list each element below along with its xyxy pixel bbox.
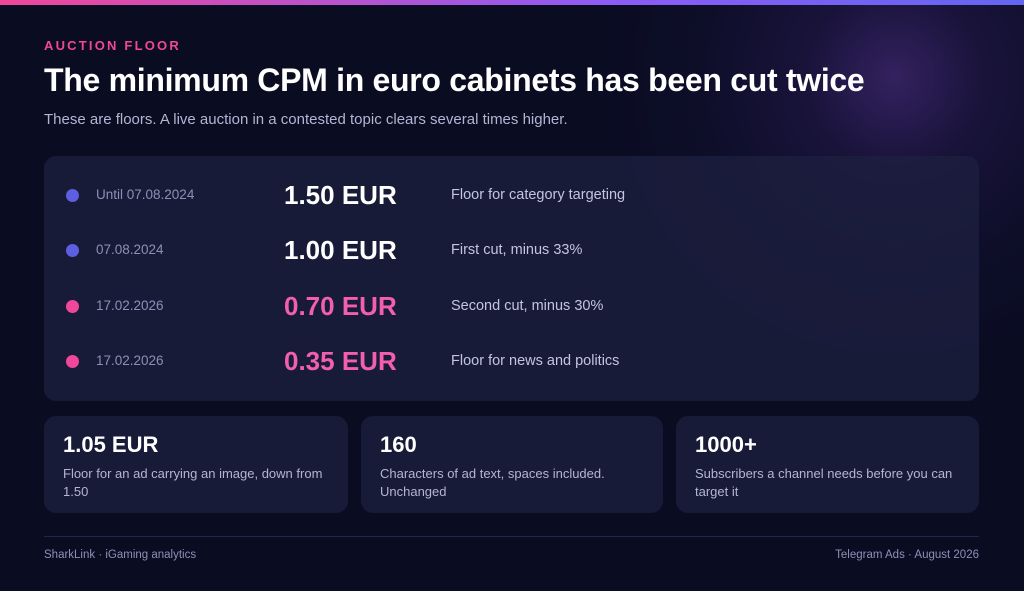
accent-bar [0,0,1024,5]
row-note: Second cut, minus 30% [451,297,604,314]
row-date: 07.08.2024 [96,242,164,258]
row-price: 1.50 EUR [284,180,397,210]
timeline-row: 17.02.2026 0.35 EUR Floor for news and pol… [44,341,979,381]
stat-card: 1000+ Subscribers a channel needs before … [676,416,979,513]
status-dot [66,299,79,313]
stat-card: 160 Characters of ad text, spaces include… [361,416,663,513]
divider [44,536,979,537]
stat-value: 1.05 EUR [63,432,159,457]
row-price: 0.35 EUR [284,345,397,376]
title: The minimum CPM in euro cabinets has bee… [44,62,865,98]
stat-value: 1000+ [695,432,757,457]
timeline-row: 07.08.2024 1.00 EUR First cut, minus 33% [44,230,979,270]
timeline-row: Until 07.08.2024 1.50 EUR Floor for catego… [44,175,979,215]
stat-card: 1.05 EUR Floor for an ad carrying an imag… [44,416,348,513]
subtitle: These are floors. A live auction in a co… [44,111,568,128]
row-note: First cut, minus 33% [451,242,583,259]
stat-label: Characters of ad text, spaces included. … [380,466,605,499]
timeline-panel: Until 07.08.2024 1.50 EUR Floor for catego… [44,156,979,401]
row-note: Floor for category targeting [451,187,626,203]
footer-right: Telegram Ads · August 2026 [835,549,979,561]
eyebrow: AUCTION FLOOR [44,38,181,53]
status-dot [66,189,79,202]
row-date: 17.02.2026 [96,297,164,313]
row-date: Until 07.08.2024 [96,187,195,202]
status-dot [66,354,79,368]
stat-label: Floor for an ad carrying an image, down … [63,466,323,499]
row-note: Floor for news and politics [451,352,620,369]
stat-value: 160 [380,432,417,457]
stat-label: Subscribers a channel needs before you c… [695,466,953,499]
footer-left: SharkLink · iGaming analytics [44,549,197,561]
status-dot [66,244,79,258]
timeline-row: 17.02.2026 0.70 EUR Second cut, minus 30% [44,286,979,326]
row-date: 17.02.2026 [96,352,164,368]
row-price: 0.70 EUR [284,290,397,321]
row-price: 1.00 EUR [284,235,397,266]
